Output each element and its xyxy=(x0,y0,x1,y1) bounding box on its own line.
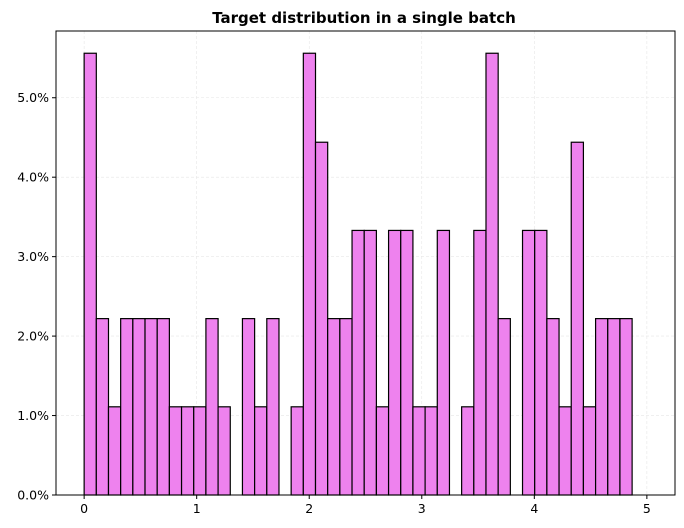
histogram-bar xyxy=(95,318,110,496)
x-tick-label: 4 xyxy=(530,501,538,516)
histogram-bar xyxy=(387,229,402,496)
y-tick-label: 2.0% xyxy=(17,329,49,344)
histogram-bar xyxy=(558,406,572,496)
histogram-bar xyxy=(302,52,317,496)
histogram-bar xyxy=(607,318,621,496)
histogram-bar xyxy=(582,406,597,496)
histogram-bar xyxy=(485,52,499,496)
histogram-bar xyxy=(241,318,256,496)
histogram-bar xyxy=(473,229,487,496)
histogram-bar xyxy=(619,318,633,496)
histogram-bar xyxy=(217,406,231,496)
histogram-bar xyxy=(436,229,451,496)
x-axis-ticks: 0 1 2 3 4 5 xyxy=(80,495,651,516)
histogram-bar xyxy=(83,52,97,496)
histogram-bar xyxy=(363,229,377,496)
histogram-bar xyxy=(351,229,365,496)
histogram-bar xyxy=(400,229,414,496)
histogram-bar xyxy=(327,318,341,496)
y-tick-label: 1.0% xyxy=(17,408,49,423)
histogram-bar xyxy=(570,141,585,496)
y-tick-label: 3.0% xyxy=(17,249,49,264)
histogram-bar xyxy=(424,406,438,496)
histogram-bar xyxy=(534,229,548,496)
histogram-bar xyxy=(168,406,183,496)
histogram-bar xyxy=(205,318,219,496)
histogram-bar xyxy=(546,318,560,496)
histogram-bar xyxy=(339,318,353,496)
histogram-bar xyxy=(375,406,390,496)
y-tick-label: 5.0% xyxy=(17,90,49,105)
histogram-bar xyxy=(180,406,195,496)
plot-frame xyxy=(55,30,676,496)
histogram-bar xyxy=(497,318,511,496)
x-tick-label: 2 xyxy=(305,501,313,516)
x-tick-label: 5 xyxy=(643,501,651,516)
histogram-bar xyxy=(412,406,426,496)
histogram-bar xyxy=(290,406,304,496)
x-tick-label: 0 xyxy=(80,501,88,516)
y-axis-ticks: 0.0% 1.0% 2.0% 3.0% 4.0% 5.0% xyxy=(17,90,56,503)
histogram-bar xyxy=(156,318,170,496)
histogram-bars xyxy=(83,52,633,496)
y-tick-label: 4.0% xyxy=(17,170,49,185)
histogram-bar xyxy=(521,229,536,496)
histogram-bar xyxy=(594,318,609,496)
histogram-bar xyxy=(461,406,475,496)
histogram-bar xyxy=(254,406,268,496)
chart-title: Target distribution in a single batch xyxy=(212,9,516,27)
histogram-bar xyxy=(132,318,146,496)
histogram-bar xyxy=(266,318,280,496)
histogram-bar xyxy=(120,318,134,496)
x-tick-label: 3 xyxy=(418,501,426,516)
histogram-bar xyxy=(314,141,329,496)
x-tick-label: 1 xyxy=(193,501,201,516)
histogram-bar xyxy=(107,406,122,496)
y-tick-label: 0.0% xyxy=(17,488,49,503)
histogram-bar xyxy=(144,318,158,496)
histogram-bar xyxy=(193,406,207,496)
